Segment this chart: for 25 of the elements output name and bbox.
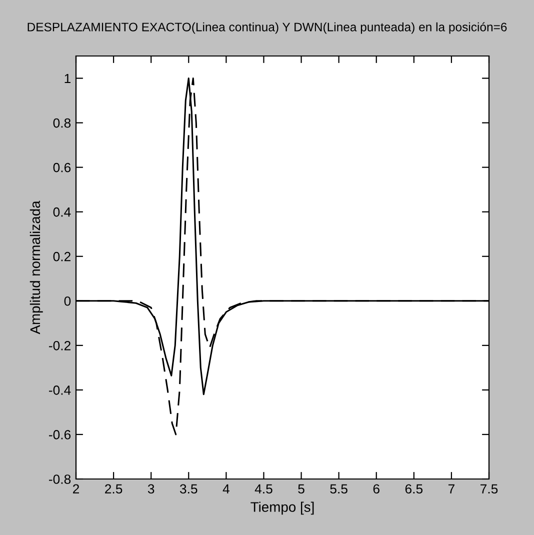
x-tick-label: 2: [72, 484, 80, 494]
y-tick-label: -0.8: [48, 474, 71, 484]
x-tick-label: 6.5: [405, 484, 423, 494]
y-tick-label: 0.8: [53, 118, 71, 128]
x-tick-label: 5: [298, 484, 304, 494]
x-tick-label: 4: [222, 484, 230, 494]
x-tick-label: 5.5: [330, 484, 348, 494]
x-tick-label: 4.5: [254, 484, 272, 494]
x-tick-label: 7.5: [480, 484, 498, 494]
x-tick-label: 6: [373, 484, 380, 494]
x-tick-label: 7: [448, 484, 454, 494]
y-tick-label: 0.2: [53, 252, 70, 262]
chart-title: DESPLAZAMIENTO EXACTO(Linea continua) Y DWN(Linea punteada) en la posición=6: [28, 22, 507, 34]
y-axis-title: Amplitud normalizada: [30, 200, 43, 334]
y-tick-label: -0.6: [48, 430, 71, 440]
y-tick-label: -0.2: [48, 340, 70, 350]
y-tick-label: 0.4: [53, 207, 71, 217]
y-tick-label: 0: [64, 296, 71, 306]
x-tick-label: 2.5: [105, 484, 122, 494]
x-tick-label: 3: [148, 484, 154, 494]
x-tick-label: 3.5: [180, 484, 198, 494]
y-tick-label: 1: [64, 74, 70, 84]
y-tick-label: 0.6: [53, 162, 71, 172]
x-axis-title: Tiempo [s]: [250, 502, 314, 515]
y-tick-label: -0.4: [48, 386, 71, 395]
